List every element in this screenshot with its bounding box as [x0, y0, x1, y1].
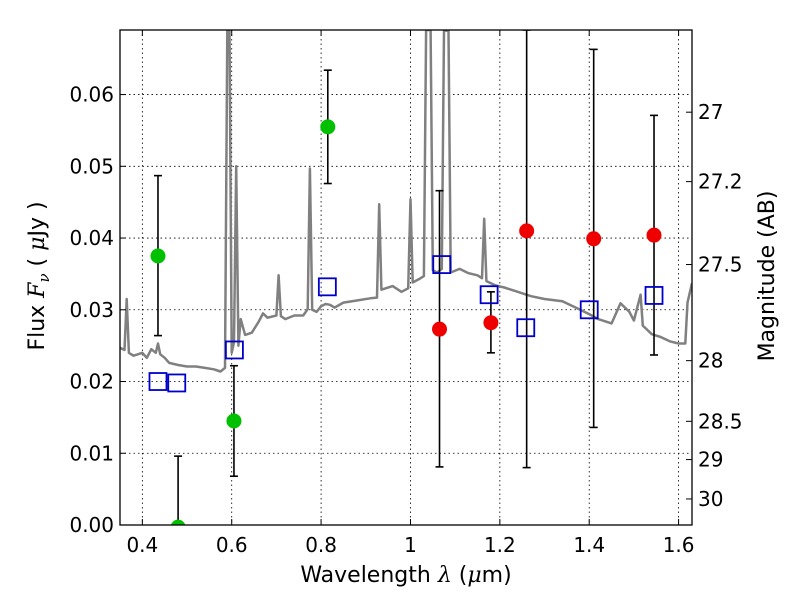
x-tick-label: 1 [404, 533, 417, 557]
model-flux-square [432, 255, 452, 274]
x-tick-label: 0.6 [216, 533, 248, 557]
data-point [150, 248, 166, 264]
axis-ticks: 0.4 0.6 0.8 1 1.2 1.4 1.6 0.00 0.01 0.02 0.03 0.04 0… [69, 30, 743, 557]
y-tick-label: 0.04 [69, 226, 114, 250]
y-tick-label: 0.03 [69, 298, 114, 322]
data-point [483, 315, 499, 331]
model-flux-square [224, 340, 244, 360]
mag-tick-label: 28 [698, 349, 723, 373]
plot-area [120, 30, 692, 525]
mag-tick-label: 30 [698, 487, 723, 511]
x-tick-label: 1.6 [663, 533, 695, 557]
x-tick-label: 0.8 [305, 533, 337, 557]
data-point [519, 223, 535, 239]
model-flux-square [479, 285, 499, 305]
x-tick-label: 0.4 [126, 533, 158, 557]
plot-frame [119, 29, 693, 526]
y-tick-label: 0.00 [69, 513, 114, 537]
x-axis-label: Wavelength λ (μm) [300, 563, 511, 588]
x-tick-label: 1.4 [573, 533, 605, 557]
model-flux-square [516, 318, 536, 338]
y-tick-label: 0.02 [69, 370, 114, 394]
data-point [646, 227, 662, 243]
mag-tick-label: 29 [698, 448, 723, 472]
grid-lines [120, 30, 692, 526]
x-tick-label: 1.2 [484, 533, 516, 557]
mag-tick-label: 27 [698, 100, 723, 124]
data-point [586, 231, 602, 247]
model-flux-square [644, 286, 664, 305]
data-point [320, 119, 336, 135]
mag-tick-label: 28.5 [698, 409, 743, 433]
y-axis-label: Flux Fν ( μJy ) [25, 201, 53, 350]
y-tick-label: 0.06 [69, 83, 114, 107]
mag-tick-label: 27.5 [698, 253, 743, 277]
model-spectrum-line [120, 30, 692, 373]
mag-tick-label: 27.2 [698, 170, 743, 194]
y-tick-label: 0.05 [69, 154, 114, 178]
data-point [170, 519, 186, 525]
model-flux-square [148, 372, 168, 391]
model-flux-square [317, 277, 337, 297]
model-flux-square [167, 373, 187, 393]
model-flux-square [579, 300, 599, 320]
data-point [226, 413, 242, 429]
data-point [432, 321, 448, 337]
y-tick-label: 0.01 [69, 441, 114, 465]
right-axis-label: Magnitude (AB) [755, 191, 780, 362]
